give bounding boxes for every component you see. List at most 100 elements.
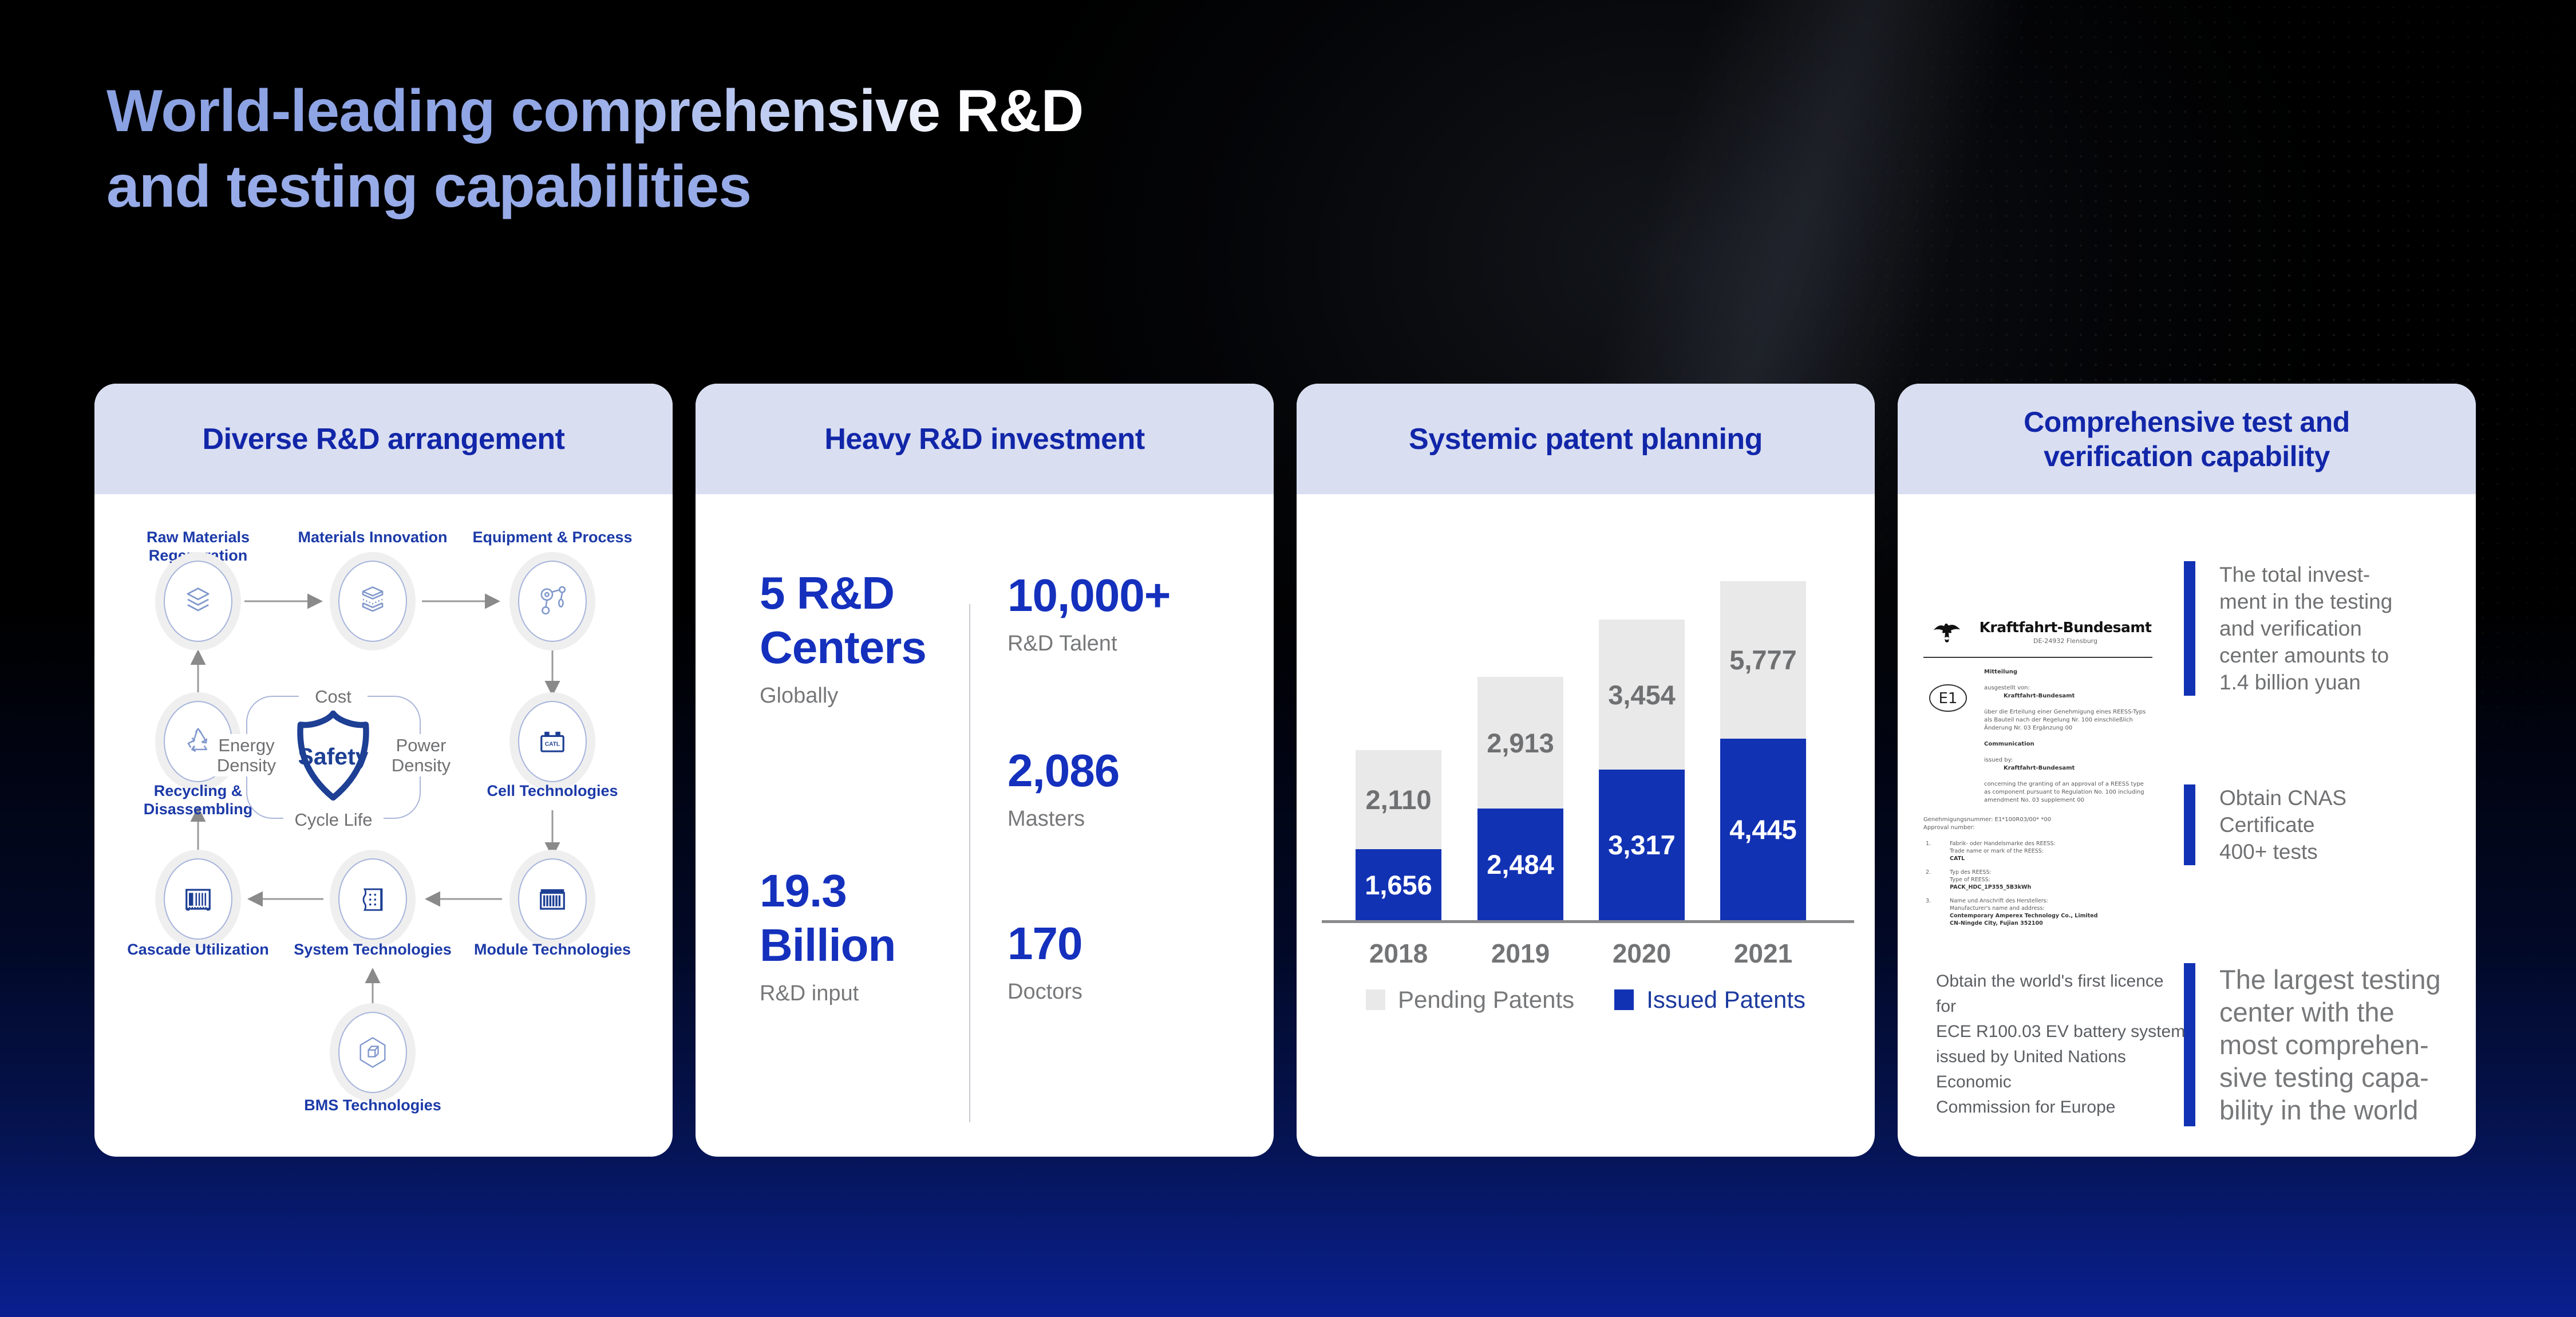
stat-rd-input-label: R&D input (760, 981, 859, 1006)
certificate-communication-heading: Communication (1984, 741, 2034, 747)
highlight-cnas-certificate: Obtain CNAS Certificate 400+ tests (2184, 784, 2459, 865)
bar-2020-pending-value: 3,454 (1608, 679, 1676, 710)
legend-pending-label: Pending Patents (1397, 986, 1575, 1013)
e1-mark-text: E1 (1939, 690, 1958, 707)
card-patents-title: Systemic patent planning (1409, 422, 1763, 456)
system-pack-icon (338, 858, 407, 940)
layers-icon (164, 561, 232, 642)
label-cycle-life: Cycle Life (283, 809, 384, 831)
legend-issued-patents: Issued Patents (1614, 986, 1805, 1014)
node-label-recycling: Recycling & Disassembling (143, 782, 253, 818)
node-label-equipment-process: Equipment & Process (472, 529, 633, 546)
bar-2018-pending-value: 2,110 (1365, 784, 1432, 815)
year-label-2020: 2020 (1612, 939, 1672, 968)
battery-cell-icon: CATL (518, 701, 587, 782)
stat-rd-input-value: 19.3 Billion (760, 865, 896, 971)
label-cost: Cost (299, 685, 368, 708)
label-energy-density: Energy Density (208, 734, 285, 776)
node-label-system: System Technologies (294, 941, 452, 958)
stat-doctors: 170 Doctors (1008, 916, 1082, 1004)
node-label-materials-innovation: Materials Innovation (298, 529, 448, 546)
node-system-technologies (330, 850, 416, 948)
certificate-item-3: 3. Name und Anschrift des Herstellers: M… (1926, 898, 2098, 926)
certificate-item-1: 1. Fabrik- oder Handelsmarke des REESS: … (1926, 841, 2056, 862)
bar-2021-issued-value: 4,445 (1729, 814, 1797, 845)
certificate-rule (1923, 657, 2152, 658)
cascade-rack-icon (164, 858, 232, 940)
certificate-item-2: 2. Typ des REESS: Type of REESS: PACK_HD… (1926, 869, 2032, 890)
bar-2019: 2,913 2,484 (1477, 677, 1563, 920)
card-systemic-patent-planning: Systemic patent planning 2,110 1,656 2,9… (1297, 384, 1875, 1157)
bar-2018: 2,110 1,656 (1356, 750, 1441, 920)
node-raw-materials (155, 552, 241, 650)
bms-cube-icon (338, 1012, 407, 1093)
federal-eagle-icon (1933, 623, 1961, 642)
bar-2020: 3,454 3,317 (1599, 620, 1685, 920)
robot-arm-icon (518, 561, 587, 642)
card-investment-title: Heavy R&D investment (824, 422, 1145, 456)
label-power-density: Power Density (382, 734, 460, 776)
certificate-authority-sub: DE-24932 Flensburg (2033, 637, 2097, 645)
chart-x-axis (1322, 920, 1854, 923)
safety-shield-icon: Safety (290, 708, 376, 809)
stat-rd-talent-label: R&D Talent (1008, 632, 1117, 656)
certificate-issued-label-en: issued by: (1984, 757, 2013, 763)
material-stack-icon (338, 561, 407, 642)
stat-rd-centers-label: Globally (760, 684, 839, 708)
node-materials-innovation (330, 552, 416, 650)
certificate-issued-label-de: ausgestellt von: (1984, 685, 2030, 691)
bar-2021-pending-segment: 5,777 (1720, 581, 1806, 739)
node-equipment-process (509, 552, 595, 650)
stat-rd-talent-value: 10,000+ (1008, 570, 1171, 621)
stat-masters-value: 2,086 (1008, 745, 1120, 796)
bar-2020-issued-value: 3,317 (1608, 830, 1676, 860)
certificate-authority: Kraftfahrt-Bundesamt (1979, 619, 2152, 636)
legend-pending-swatch (1365, 989, 1385, 1010)
card-heavy-rd-investment: Heavy R&D investment 5 R&D Centers Globa… (696, 384, 1274, 1157)
stat-masters-label: Masters (1008, 807, 1085, 831)
node-cascade-utilization (155, 850, 241, 948)
node-label-cell-technologies: Cell Technologies (487, 782, 618, 799)
patent-bar-chart: 2,110 1,656 2,913 2,484 3,454 3,317 5, (1297, 581, 1875, 920)
card-diverse-rd-arrangement: Diverse R&D arrangement Raw Materials Re… (94, 384, 673, 1157)
ece-licence-footnote: Obtain the world's first licence for ECE… (1936, 972, 2186, 1117)
certificate-mitteilung-heading: Mitteilung (1984, 669, 2017, 675)
stat-rd-centers-value: 5 R&D Centers (760, 567, 927, 673)
year-label-2021: 2021 (1733, 939, 1793, 968)
certificate-issuer-de: Kraftfahrt-Bundesamt (2004, 693, 2075, 699)
e1-mark-icon: E1 (1923, 668, 1973, 813)
bar-2019-pending-segment: 2,913 (1477, 677, 1563, 809)
page-title: World-leading comprehensive R&D and test… (106, 73, 1084, 224)
card-patents-header: Systemic patent planning (1297, 384, 1875, 494)
label-safety: Safety (298, 743, 369, 770)
stat-masters: 2,086 Masters (1008, 743, 1120, 831)
stat-rd-input: 19.3 Billion R&D input (760, 863, 896, 1006)
year-label-2019: 2019 (1491, 939, 1550, 968)
bar-2021: 5,777 4,445 (1720, 581, 1806, 920)
stat-doctors-value: 170 (1008, 918, 1082, 969)
bar-2019-issued-segment: 2,484 (1477, 809, 1563, 920)
bar-2021-pending-value: 5,777 (1729, 645, 1797, 675)
bar-2020-pending-segment: 3,454 (1599, 620, 1685, 770)
kba-certificate-document: Kraftfahrt-Bundesamt DE-24932 Flensburg … (1923, 604, 2152, 928)
certificate-head: Kraftfahrt-Bundesamt DE-24932 Flensburg (1923, 604, 2152, 649)
legend-issued-swatch (1614, 989, 1634, 1010)
node-label-module: Module Technologies (473, 941, 631, 958)
bar-2019-pending-value: 2,913 (1487, 727, 1554, 758)
card-test-verification: Comprehensive test and verification capa… (1898, 384, 2476, 1157)
node-label-bms: BMS Technologies (304, 1097, 441, 1114)
certificate-approval-number-de: Genehmigungsnummer: E1*100R03/00* *00 (1923, 817, 2052, 823)
card-diverse-title: Diverse R&D arrangement (202, 422, 565, 456)
bar-2018-issued-value: 1,656 (1365, 869, 1432, 900)
stat-doctors-label: Doctors (1008, 980, 1082, 1004)
certificate-approval-number-en: Approval number: (1923, 825, 1975, 831)
title-line-1: World-leading comprehensive R&D (106, 73, 1084, 149)
bar-2019-issued-value: 2,484 (1487, 849, 1554, 880)
node-cell-technologies: CATL (509, 692, 595, 791)
card-investment-header: Heavy R&D investment (696, 384, 1274, 494)
bar-2020-issued-segment: 3,317 (1599, 770, 1685, 920)
chart-legend: Pending Patents Issued Patents (1297, 986, 1875, 1014)
certificate-items: 1. Fabrik- oder Handelsmarke des REESS: … (1923, 840, 2152, 928)
certificate-issuer-en: Kraftfahrt-Bundesamt (2004, 765, 2075, 771)
